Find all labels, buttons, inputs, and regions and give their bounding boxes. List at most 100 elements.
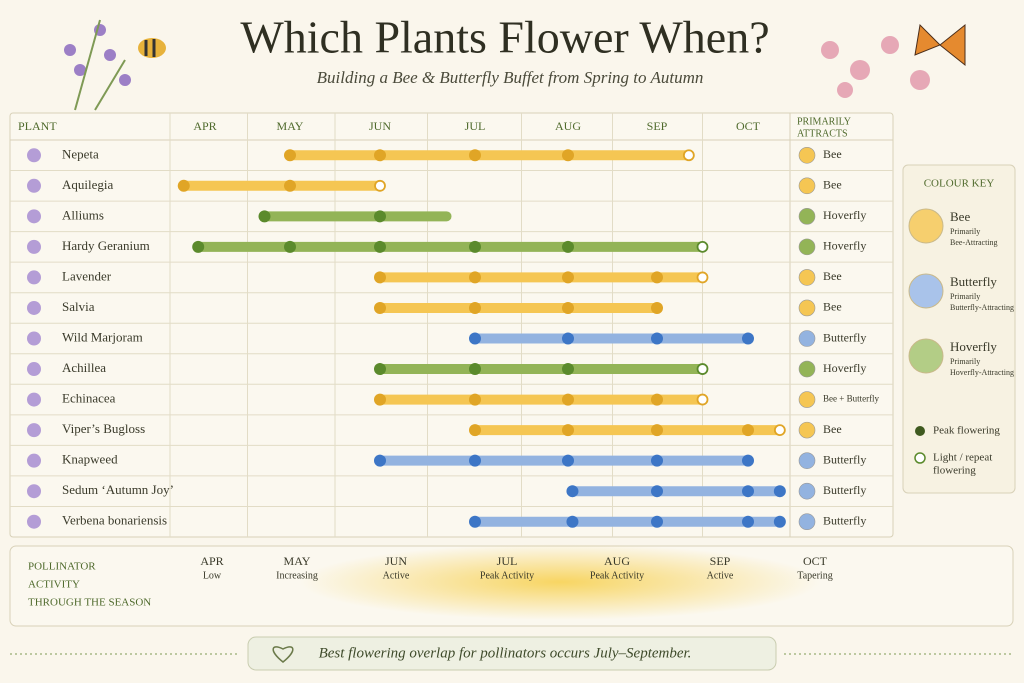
attracts-label: Bee: [823, 147, 842, 161]
key-name: Butterfly: [950, 274, 997, 289]
peak-dot: [562, 363, 574, 376]
plant-icon: [27, 392, 41, 407]
peak-dot: [651, 515, 663, 528]
plant-name: Viper’s Bugloss: [62, 421, 145, 436]
month-label: OCT: [736, 119, 761, 133]
activity-level: Low: [203, 570, 222, 581]
light-dot: [696, 271, 709, 284]
peak-dot: [374, 454, 386, 467]
month-label: AUG: [555, 119, 581, 133]
plant-name: Hardy Geranium: [62, 238, 150, 253]
plant-icon: [27, 484, 41, 499]
key-name: Bee: [950, 209, 970, 224]
key-frame: [902, 164, 1016, 494]
key-desc: Primarily: [950, 227, 980, 236]
peak-dot: [651, 271, 663, 284]
key-desc: Butterfly-Attracting: [950, 303, 1014, 312]
key-desc: Primarily: [950, 357, 980, 366]
peak-dot: [284, 149, 296, 162]
peak-dot: [284, 240, 296, 253]
attracts-icon: [798, 360, 816, 378]
attracts-label: Butterfly: [823, 483, 866, 497]
peak-dot: [374, 363, 386, 376]
attracts-icon: [798, 330, 816, 347]
peak-dot: [469, 149, 481, 162]
peak-dot: [651, 393, 663, 406]
plant-icon: [27, 331, 41, 346]
peak-dot: [469, 271, 481, 284]
attracts-icon: [798, 421, 816, 439]
peak-dot: [562, 240, 574, 253]
peak-dot: [469, 240, 481, 253]
plant-icon: [27, 239, 41, 254]
peak-dot: [469, 424, 481, 437]
activity-month: SEP: [710, 554, 731, 568]
attracts-label: Bee + Butterfly: [823, 394, 880, 404]
attracts-label: Hoverfly: [823, 361, 866, 375]
activity-month: AUG: [604, 554, 630, 568]
plant-name: Salvia: [62, 299, 95, 314]
attracts-icon: [798, 208, 816, 225]
plant-name: Sedum ‘Autumn Joy’: [62, 482, 174, 497]
peak-dot: [469, 515, 481, 528]
attracts-icon: [798, 146, 816, 164]
activity-month: JUN: [385, 554, 407, 568]
peak-dot: [469, 393, 481, 406]
key-desc: Primarily: [950, 292, 980, 301]
peak-dot: [562, 424, 574, 437]
activity-level: Increasing: [276, 570, 318, 581]
peak-dot: [562, 301, 574, 314]
activity-title: ACTIVITY: [28, 579, 80, 591]
attracts-label: Butterfly: [823, 513, 866, 527]
activity-glow: [300, 544, 820, 620]
subtitle: Building a Bee & Butterfly Buffet from S…: [317, 68, 704, 87]
attracts-header: PRIMARILY: [797, 116, 851, 127]
month-label: SEP: [647, 119, 668, 133]
month-label: MAY: [277, 119, 304, 133]
light-dot: [696, 240, 709, 253]
key-swatch: [908, 273, 944, 309]
peak-dot: [562, 271, 574, 284]
key-desc: Hoverfly-Attracting: [950, 368, 1014, 377]
peak-dot: [374, 271, 386, 284]
plant-name: Echinacea: [62, 391, 116, 406]
heart-icon: [272, 646, 294, 663]
attracts-label: Hoverfly: [823, 239, 866, 253]
plant-icon: [27, 362, 41, 377]
light-dot: [696, 393, 709, 406]
peak-dot: [742, 332, 754, 345]
activity-level: Tapering: [797, 570, 832, 581]
plant-name: Achillea: [62, 360, 106, 375]
key-title: COLOUR KEY: [924, 178, 995, 190]
peak-dot: [374, 240, 386, 253]
attracts-label: Bee: [823, 269, 842, 283]
light-dot: [773, 424, 786, 437]
table-frame: [9, 112, 894, 538]
peak-dot: [562, 332, 574, 345]
attracts-icon: [798, 177, 816, 195]
peak-dot: [469, 363, 481, 376]
plant-icon: [27, 178, 41, 193]
activity-level: Active: [707, 570, 734, 581]
decor-butterfly: [914, 23, 966, 67]
key-light-dot: [914, 452, 926, 464]
plant-name: Nepeta: [62, 146, 99, 161]
peak-dot: [566, 485, 579, 498]
peak-dot: [742, 454, 754, 467]
peak-dot: [177, 179, 190, 192]
peak-dot: [284, 179, 296, 192]
plant-name: Aquilegia: [62, 177, 113, 192]
attracts-icon: [798, 452, 816, 469]
activity-title: THROUGH THE SEASON: [28, 597, 151, 609]
attracts-icon: [798, 482, 816, 500]
peak-dot: [651, 485, 663, 498]
peak-dot: [651, 454, 663, 467]
attracts-icon: [798, 513, 816, 531]
peak-dot: [742, 424, 754, 437]
peak-dot: [651, 332, 663, 345]
attracts-label: Bee: [823, 178, 842, 192]
peak-dot: [192, 240, 205, 253]
attracts-icon: [798, 299, 816, 317]
peak-dot: [742, 485, 754, 498]
